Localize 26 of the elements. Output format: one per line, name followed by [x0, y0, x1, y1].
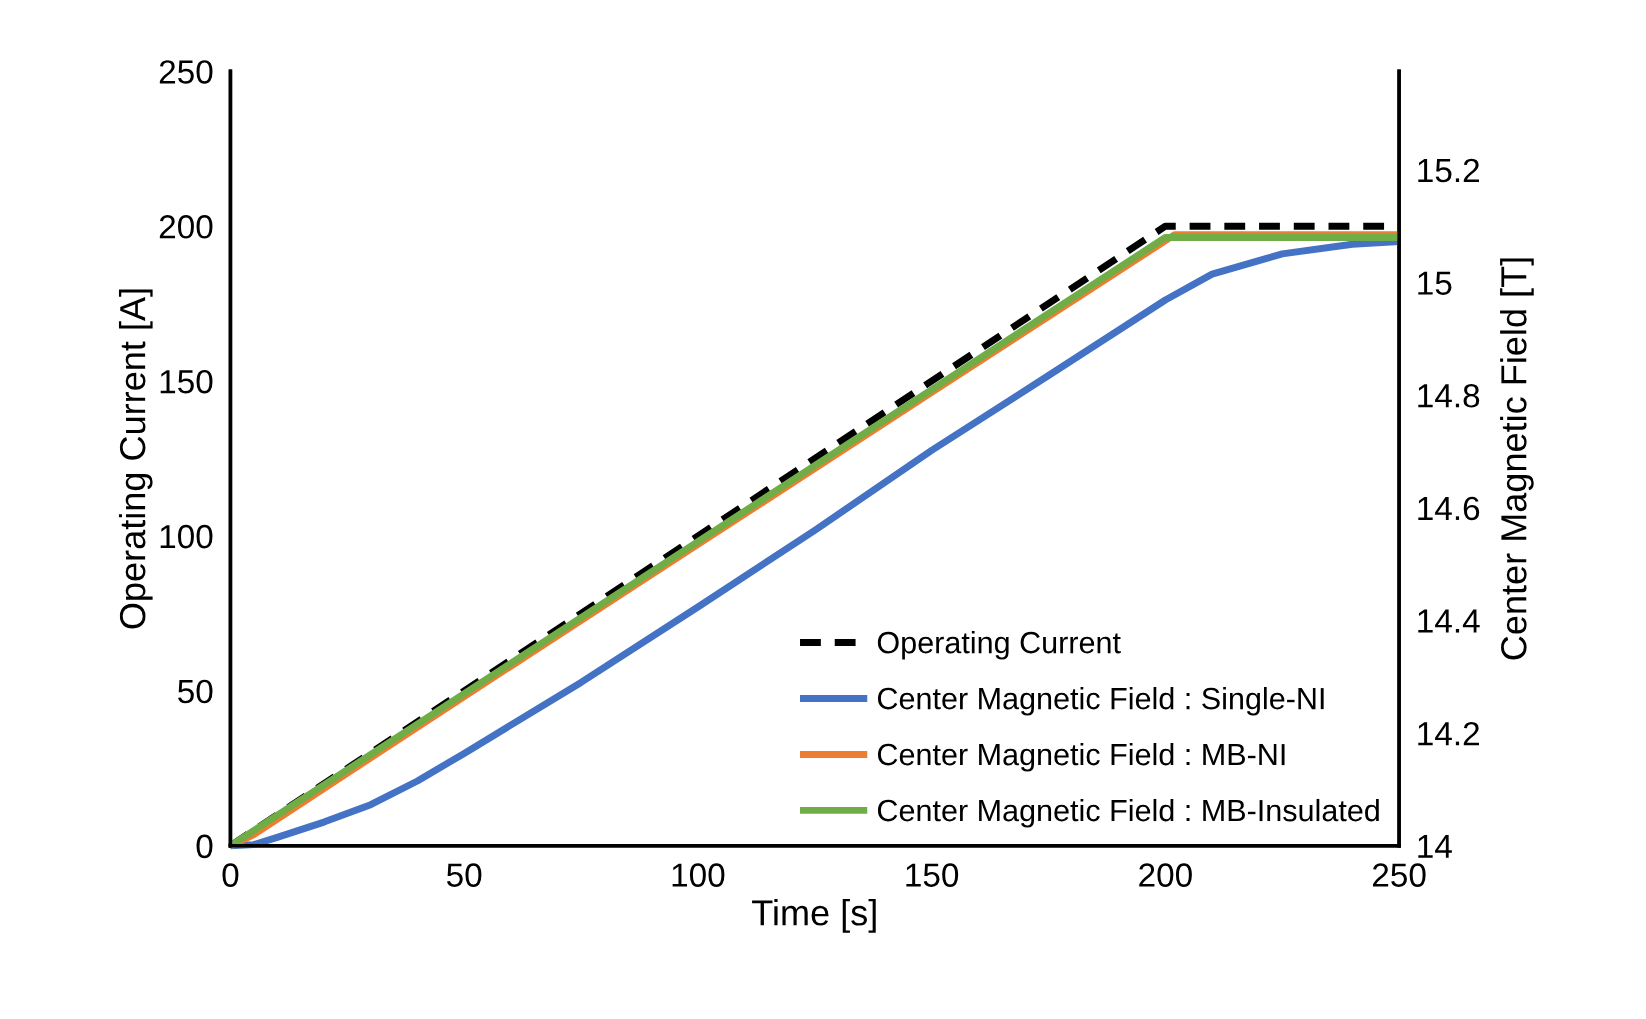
x-axis-title: Time [s] [752, 899, 876, 933]
y-tick-label: 50 [178, 679, 213, 704]
y-tick-label: 200 [159, 215, 213, 239]
y2-tick-label: 14.6 [1418, 496, 1480, 521]
y2-tick-label: 15.2 [1418, 158, 1479, 183]
y-tick-label: 250 [159, 60, 213, 84]
x-tick-label: 100 [672, 863, 725, 887]
y2-tick-label: 14.2 [1418, 721, 1479, 746]
legend-label: Center Magnetic Field : MB-NI [877, 742, 1285, 772]
legend-label: Operating Current [877, 631, 1121, 660]
y2-tick-label: 15 [1418, 271, 1452, 295]
y2-axis-title: Center Magnetic Field [T] [1500, 258, 1534, 660]
x-tick-label: 0 [222, 863, 239, 887]
y-tick-label: 0 [196, 834, 213, 859]
x-tick-label: 150 [906, 863, 959, 887]
x-tick-label: 200 [1139, 863, 1192, 887]
y-tick-label: 150 [160, 369, 213, 394]
y2-tick-label: 14.8 [1418, 383, 1480, 408]
x-tick-label: 250 [1372, 863, 1426, 887]
y-tick-label: 100 [160, 524, 213, 549]
legend-label: Center Magnetic Field : Single-NI [877, 686, 1324, 716]
y-axis-title: Operating Current [A] [118, 289, 153, 629]
y2-tick-label: 14.4 [1418, 609, 1480, 633]
legend-label: Center Magnetic Field : MB-Insulated [877, 798, 1379, 828]
y2-tick-label: 14 [1418, 834, 1452, 858]
x-tick-label: 50 [446, 863, 482, 887]
